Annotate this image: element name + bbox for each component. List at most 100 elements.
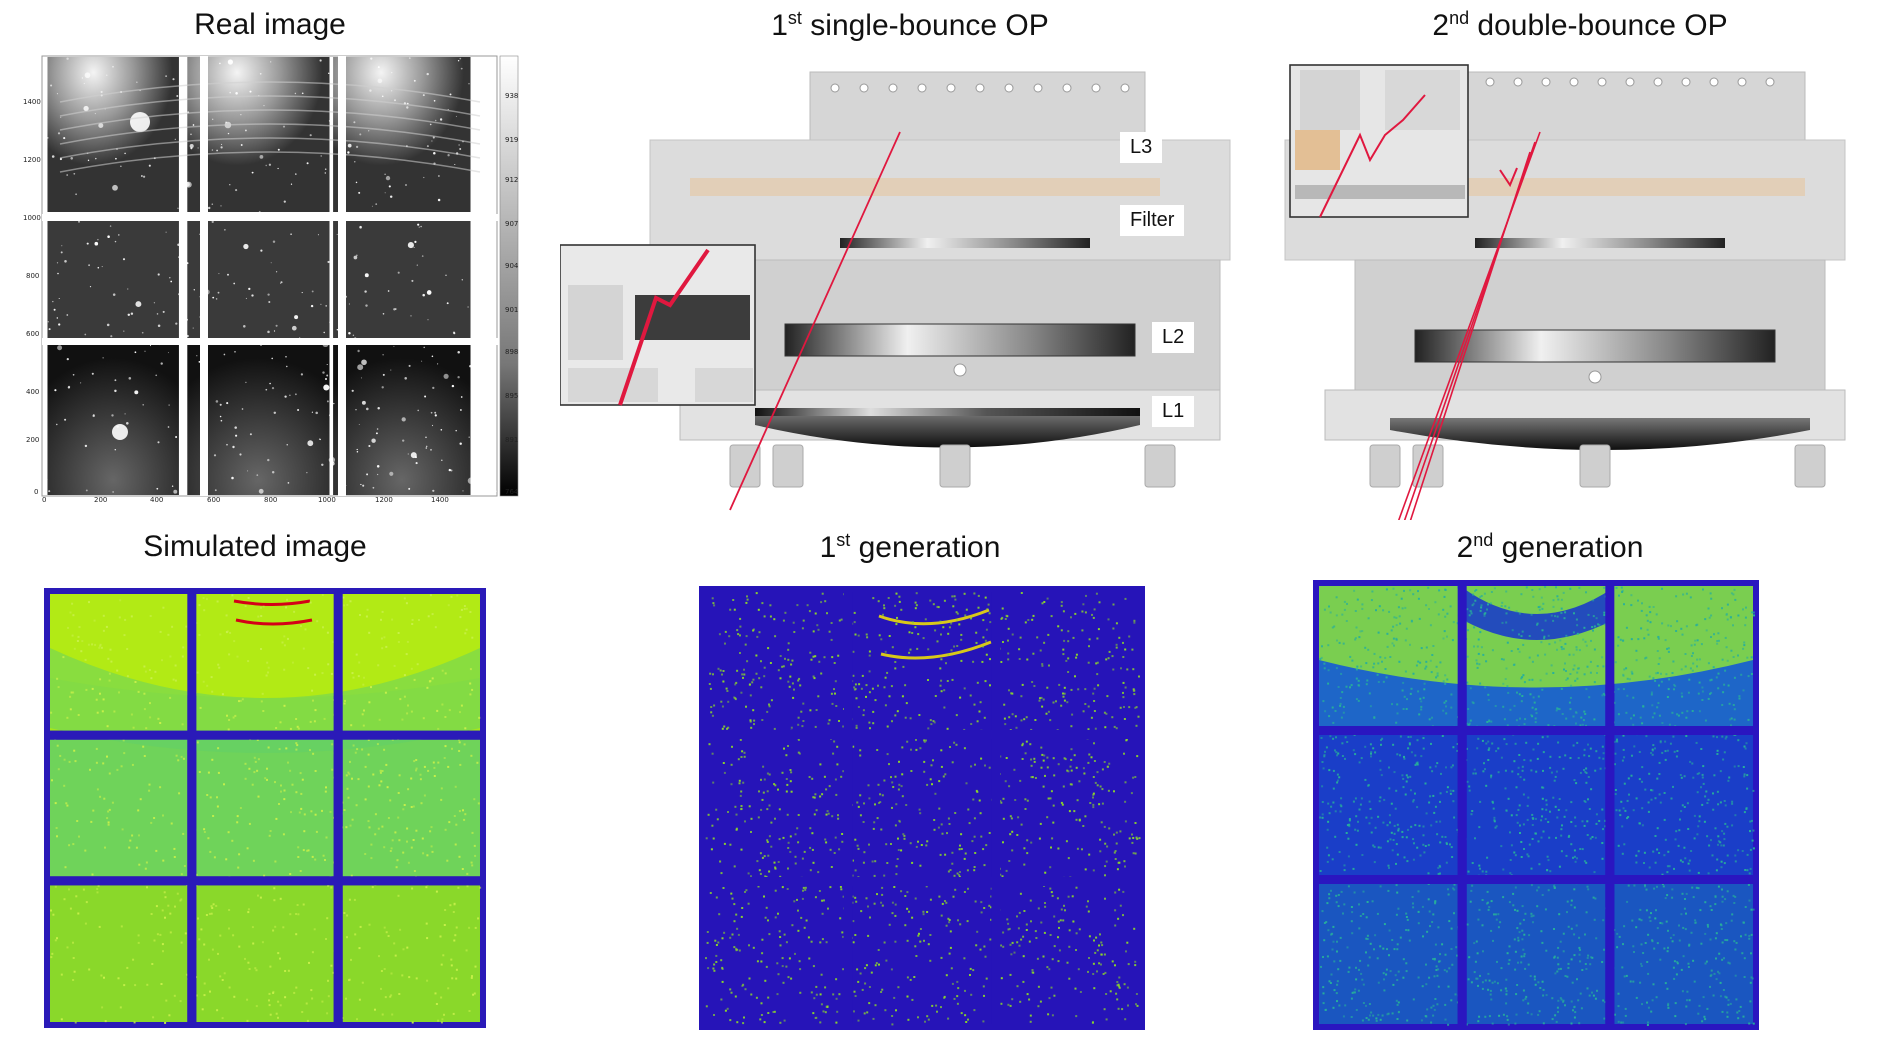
detector-speck [389, 995, 392, 998]
detector-speck [395, 687, 398, 690]
real-star [429, 123, 432, 126]
detector-speck [874, 1004, 877, 1007]
detector-speck [106, 725, 109, 728]
detector-speck [1721, 607, 1723, 610]
detector-speck [1716, 858, 1719, 861]
detector-speck [471, 975, 473, 978]
detector-speck [1441, 735, 1444, 737]
detector-speck [714, 939, 717, 942]
detector-speck [1358, 968, 1360, 971]
detector-speck [1021, 758, 1024, 760]
sim-red-arc [235, 618, 313, 626]
detector-speck [1356, 829, 1359, 832]
detector-speck [1651, 753, 1654, 756]
detector-speck [1750, 656, 1753, 659]
detector-speck [1087, 900, 1089, 903]
detector-speck [1114, 909, 1117, 912]
detector-speck [1534, 817, 1537, 820]
real-star [447, 154, 450, 157]
detector-speck [1008, 689, 1010, 692]
real-star [457, 60, 460, 62]
detector-speck [1575, 646, 1578, 649]
detector-speck [74, 1021, 77, 1024]
detector-speck [1502, 1013, 1505, 1016]
detector-speck [272, 990, 275, 993]
detector-speck [1621, 589, 1624, 592]
detector-speck [209, 990, 211, 993]
real-star [207, 206, 211, 210]
detector-speck [1332, 721, 1335, 724]
detector-speck [1723, 751, 1726, 754]
colorbar-tick-891: 891 [505, 436, 519, 444]
detector-speck [1573, 612, 1575, 615]
detector-speck [1002, 841, 1004, 844]
detector-speck [244, 777, 247, 780]
second-generation-panel [1313, 580, 1759, 1030]
real-star [321, 463, 324, 467]
detector-speck [1358, 808, 1361, 811]
detector-speck [880, 828, 883, 831]
detector-speck [211, 907, 214, 909]
detector-speck [1138, 675, 1140, 678]
detector-speck [1537, 840, 1540, 843]
detector-speck [763, 778, 766, 781]
detector-speck [743, 673, 746, 676]
detector-speck [801, 627, 804, 630]
detector-speck [1642, 705, 1645, 708]
detector-speck [1379, 1018, 1382, 1021]
detector-speck [1131, 648, 1134, 651]
detector-speck [1569, 708, 1572, 711]
detector-speck [712, 837, 715, 840]
detector-speck [758, 869, 761, 872]
detector-speck [1062, 919, 1065, 922]
detector-speck [768, 870, 771, 873]
detector-speck [465, 628, 468, 631]
detector-speck [1599, 767, 1602, 770]
real-star [413, 79, 416, 82]
detector-speck [1414, 754, 1417, 757]
detector-speck [1742, 1015, 1745, 1018]
detector-speck [1081, 848, 1083, 851]
detector-speck [211, 690, 214, 693]
detector-speck [311, 855, 314, 858]
real-star [240, 114, 242, 116]
detector-speck [85, 688, 88, 691]
detector-speck [1733, 765, 1736, 768]
detector-speck [1051, 1014, 1054, 1017]
detector-speck [1714, 937, 1717, 940]
detector-speck [1598, 623, 1601, 626]
detector-speck [1656, 671, 1659, 674]
detector-speck [180, 898, 183, 901]
detector-speck [1409, 735, 1412, 738]
detector-speck [463, 818, 466, 821]
detector-speck [797, 716, 800, 719]
detector-speck [1666, 987, 1669, 990]
detector-speck [1417, 890, 1420, 893]
detector-speck [1727, 684, 1730, 687]
detector-speck [395, 866, 398, 869]
detector-speck [291, 661, 294, 664]
real-star [329, 321, 332, 324]
detector-speck [1696, 772, 1699, 775]
detector-speck [761, 798, 764, 801]
real-star [232, 445, 235, 449]
detector-speck [1472, 772, 1475, 775]
detector-speck [770, 699, 773, 702]
detector-speck [1681, 990, 1684, 993]
detector-speck [1050, 846, 1052, 849]
detector-speck [1003, 717, 1006, 720]
detector-speck [1092, 616, 1095, 619]
detector-speck [1347, 970, 1350, 973]
detector-speck [1018, 911, 1021, 914]
detector-speck [785, 778, 788, 780]
detector-speck [1321, 813, 1324, 816]
detector-speck [161, 659, 163, 662]
real-star [219, 62, 221, 65]
detector-speck [1670, 797, 1673, 800]
detector-speck [425, 886, 428, 889]
detector-speck [1444, 682, 1447, 685]
detector-speck [1613, 763, 1616, 766]
detector-speck [260, 615, 263, 617]
detector-speck [420, 802, 423, 805]
detector-speck [397, 894, 400, 897]
